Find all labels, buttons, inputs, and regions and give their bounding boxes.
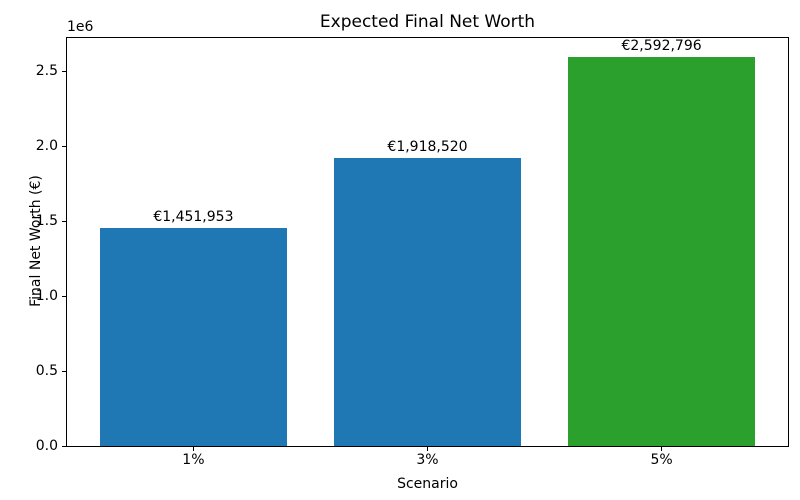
x-axis-label: Scenario: [397, 476, 458, 492]
bar-value-label: €1,451,953: [153, 209, 234, 226]
x-tick-mark: [661, 447, 663, 451]
bar: [333, 158, 522, 446]
bar-value-label: €2,592,796: [621, 38, 702, 55]
x-tick-mark: [427, 447, 428, 451]
y-tick-mark: [62, 70, 66, 72]
y-tick-label: 0.0: [35, 438, 58, 454]
x-tick-label: 1%: [182, 452, 205, 468]
y-tick-mark: [62, 220, 66, 222]
y-tick-label: 0.5: [35, 363, 58, 380]
y-tick-mark: [62, 445, 66, 447]
y-tick-label: 2.0: [35, 138, 58, 155]
y-tick-mark: [62, 145, 66, 147]
bar: [567, 57, 756, 446]
bar-value-label: €1,918,520: [387, 139, 468, 156]
x-tick-label: 5%: [650, 452, 673, 468]
plot-area: 0.0 0.5 1.0 1.5 2.0 2.5 €1,451,953 1% €1,918,520…: [36, 37, 789, 468]
bar: [99, 228, 288, 446]
y-tick-label: 2.5: [35, 63, 58, 80]
y-tick-label: 1.5: [35, 213, 58, 230]
x-tick-mark: [192, 447, 194, 451]
y-tick-mark: [62, 295, 66, 297]
y-axis-offset-text: 1e6: [67, 19, 94, 35]
y-tick-label: 1.0: [35, 288, 58, 305]
y-tick-mark: [62, 370, 66, 372]
x-tick-label: 3%: [416, 452, 439, 468]
chart-title: Expected Final Net Worth: [319, 12, 536, 32]
